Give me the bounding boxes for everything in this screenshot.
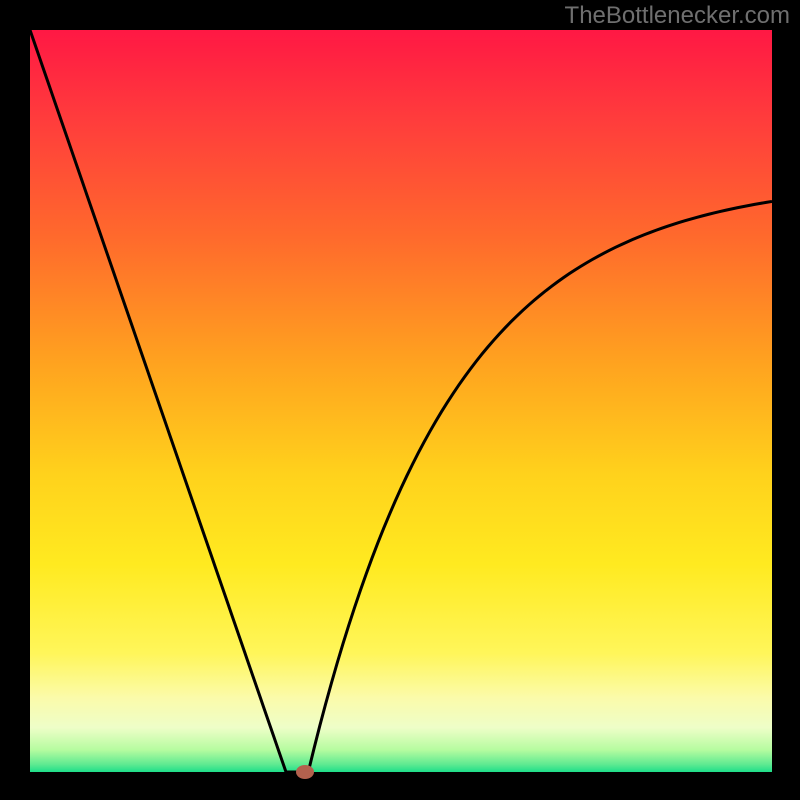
min-marker — [296, 765, 314, 779]
chart-container: TheBottlenecker.com — [0, 0, 800, 800]
plot-area — [30, 30, 772, 772]
watermark-text: TheBottlenecker.com — [565, 2, 790, 30]
